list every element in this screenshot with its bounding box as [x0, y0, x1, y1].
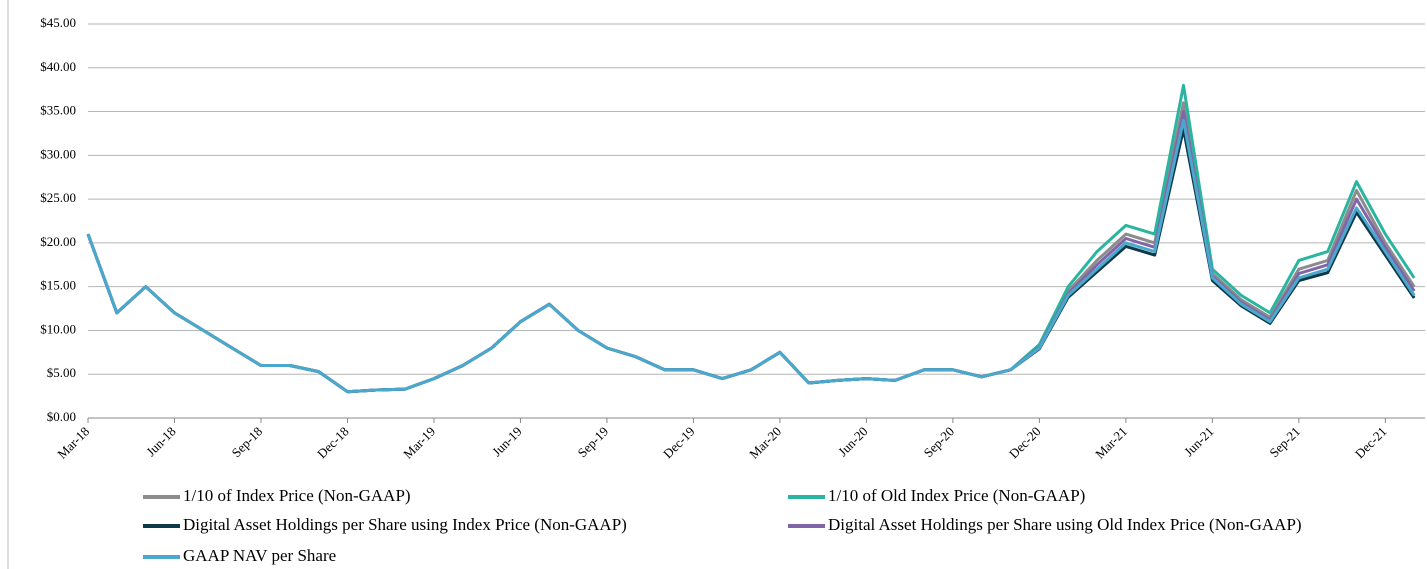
x-tick-label: Mar-19 [400, 424, 438, 462]
x-tick-label: Sep-21 [1266, 424, 1303, 461]
x-tick-label: Jun-21 [1181, 424, 1217, 460]
x-tick-label: Sep-19 [575, 424, 612, 461]
x-tick-label: Sep-18 [229, 424, 266, 461]
x-tick-label: Dec-21 [1352, 424, 1390, 462]
series-line [86, 118, 1416, 394]
y-tick-label: $10.00 [40, 321, 76, 336]
y-tick-label: $45.00 [40, 15, 76, 30]
y-tick-label: $35.00 [40, 103, 76, 118]
series-line [86, 110, 1416, 394]
y-tick-label: $30.00 [40, 146, 76, 161]
y-tick-label: $15.00 [40, 278, 76, 293]
y-tick-label: $25.00 [40, 190, 76, 205]
x-tick-label: Mar-20 [746, 424, 784, 462]
series-line [86, 101, 1416, 394]
series-line [86, 127, 1416, 394]
y-tick-label: $5.00 [47, 365, 76, 380]
x-tick-label: Jun-19 [489, 424, 525, 460]
y-tick-label: $40.00 [40, 59, 76, 74]
x-tick-label: Mar-21 [1092, 424, 1130, 462]
legend-label: GAAP NAV per Share [183, 546, 336, 565]
y-tick-label: $0.00 [47, 409, 76, 424]
legend-label: 1/10 of Index Price (Non-GAAP) [183, 486, 411, 505]
legend-label: Digital Asset Holdings per Share using O… [828, 515, 1302, 534]
x-tick-label: Sep-20 [920, 424, 957, 461]
x-tick-label: Jun-20 [835, 424, 871, 460]
x-tick-label: Dec-19 [660, 424, 698, 462]
legend-label: 1/10 of Old Index Price (Non-GAAP) [828, 486, 1085, 505]
x-tick-label: Mar-18 [54, 424, 92, 462]
x-tick-label: Jun-18 [143, 424, 179, 460]
series-line [86, 83, 1416, 394]
x-tick-label: Dec-20 [1006, 424, 1044, 462]
y-tick-label: $20.00 [40, 234, 76, 249]
legend-label: Digital Asset Holdings per Share using I… [183, 515, 627, 534]
x-tick-label: Dec-18 [314, 424, 352, 462]
